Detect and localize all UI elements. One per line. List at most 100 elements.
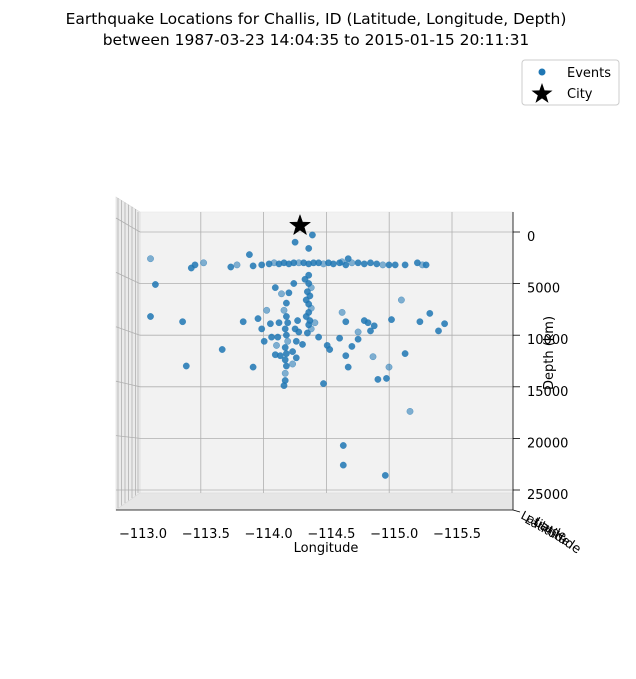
event-point <box>338 258 346 266</box>
z-tick-label: 15000 <box>527 385 568 400</box>
legend-city-label: City <box>567 87 593 102</box>
event-point <box>338 308 346 316</box>
event-point <box>311 319 319 327</box>
event-point <box>354 335 362 343</box>
event-point <box>305 244 313 252</box>
event-point <box>385 363 393 371</box>
event-point <box>367 327 374 335</box>
event-point <box>289 348 297 356</box>
event-point <box>179 318 187 326</box>
event-point <box>422 261 430 269</box>
y-axis-label: Latitude <box>531 515 584 557</box>
event-point <box>280 382 288 390</box>
latitude-axis-labels: Latitude Latitude Latitude <box>519 508 584 557</box>
left-pane-grid-lines <box>117 198 136 508</box>
event-point <box>258 325 266 333</box>
event-point <box>339 442 347 449</box>
event-point <box>151 281 159 288</box>
event-point <box>278 290 285 298</box>
z-tick-label: 20000 <box>527 436 568 451</box>
event-point <box>282 299 290 307</box>
grid-line-side <box>115 435 141 439</box>
grid-line-side <box>115 326 141 336</box>
x-axis-ticks: −113.0 −113.5 −114.0 −114.5 −115.0 −115.5 <box>119 527 481 542</box>
legend-city-marker <box>531 83 553 103</box>
event-point <box>282 362 290 370</box>
event-point <box>284 337 292 345</box>
event-point <box>320 380 327 388</box>
event-point <box>245 251 253 259</box>
events-points <box>147 231 449 479</box>
event-point <box>326 346 334 353</box>
event-point <box>329 260 337 268</box>
event-point <box>263 306 271 314</box>
event-point <box>147 255 154 263</box>
x-tick-label: −114.5 <box>307 527 355 542</box>
event-point <box>369 353 377 361</box>
event-point <box>367 259 374 267</box>
event-point <box>268 333 276 341</box>
legend-events-label: Events <box>567 66 611 81</box>
grid-line-side <box>115 380 141 388</box>
event-point <box>383 374 390 382</box>
z-axis-ticks: 0 5000 10000 15000 20000 25000 <box>513 230 568 503</box>
event-point <box>364 319 372 327</box>
x-tick-label: −114.0 <box>245 527 293 542</box>
event-point <box>344 363 352 371</box>
event-point <box>342 352 350 360</box>
event-point <box>381 471 389 479</box>
event-point <box>266 320 274 328</box>
z-tick-label: 10000 <box>527 333 568 348</box>
chart-title-line-2: between 1987-03-23 14:04:35 to 2015-01-1… <box>103 31 530 49</box>
x-tick-label: −115.0 <box>370 527 418 542</box>
event-point <box>406 407 414 415</box>
event-point <box>284 319 292 327</box>
z-axis-label: Depth (km) <box>542 316 557 390</box>
event-point <box>239 318 247 326</box>
floor-pane <box>115 492 514 511</box>
event-point <box>354 328 362 336</box>
event-point <box>388 316 395 324</box>
event-point <box>218 346 226 353</box>
event-point <box>336 334 344 342</box>
axes-3d <box>115 196 521 513</box>
event-point <box>360 260 368 268</box>
event-point <box>303 329 311 337</box>
grid-line-side <box>115 217 141 233</box>
grid-lines <box>115 212 513 493</box>
event-point <box>315 333 323 341</box>
event-point <box>291 238 299 246</box>
event-point <box>281 325 289 333</box>
event-point <box>379 261 387 269</box>
event-point <box>147 313 154 320</box>
event-point <box>342 318 350 326</box>
event-point <box>227 263 235 271</box>
event-point <box>385 261 393 269</box>
event-point <box>260 337 268 345</box>
x-tick-label: −115.5 <box>433 527 481 542</box>
event-point <box>233 261 241 269</box>
event-point <box>373 260 381 268</box>
z-tick-label: 25000 <box>527 488 568 503</box>
chart-title-line-1: Earthquake Locations for Challis, ID (La… <box>66 10 567 28</box>
event-point <box>280 306 288 314</box>
z-tick-label: 0 <box>527 230 535 245</box>
event-point <box>249 363 257 371</box>
event-point <box>294 317 302 325</box>
y-axis-line <box>512 509 521 513</box>
event-point <box>275 319 283 327</box>
event-point <box>344 255 352 263</box>
event-point <box>401 261 409 269</box>
event-point <box>254 315 262 323</box>
x-tick-label: −113.0 <box>119 527 167 542</box>
event-point <box>435 327 442 335</box>
event-point <box>426 309 434 317</box>
event-point <box>374 375 382 383</box>
event-point <box>191 261 199 269</box>
legend: Events City <box>521 59 620 106</box>
left-pane <box>115 196 141 511</box>
event-point <box>295 328 303 336</box>
event-point <box>299 340 306 348</box>
event-point <box>416 318 424 326</box>
